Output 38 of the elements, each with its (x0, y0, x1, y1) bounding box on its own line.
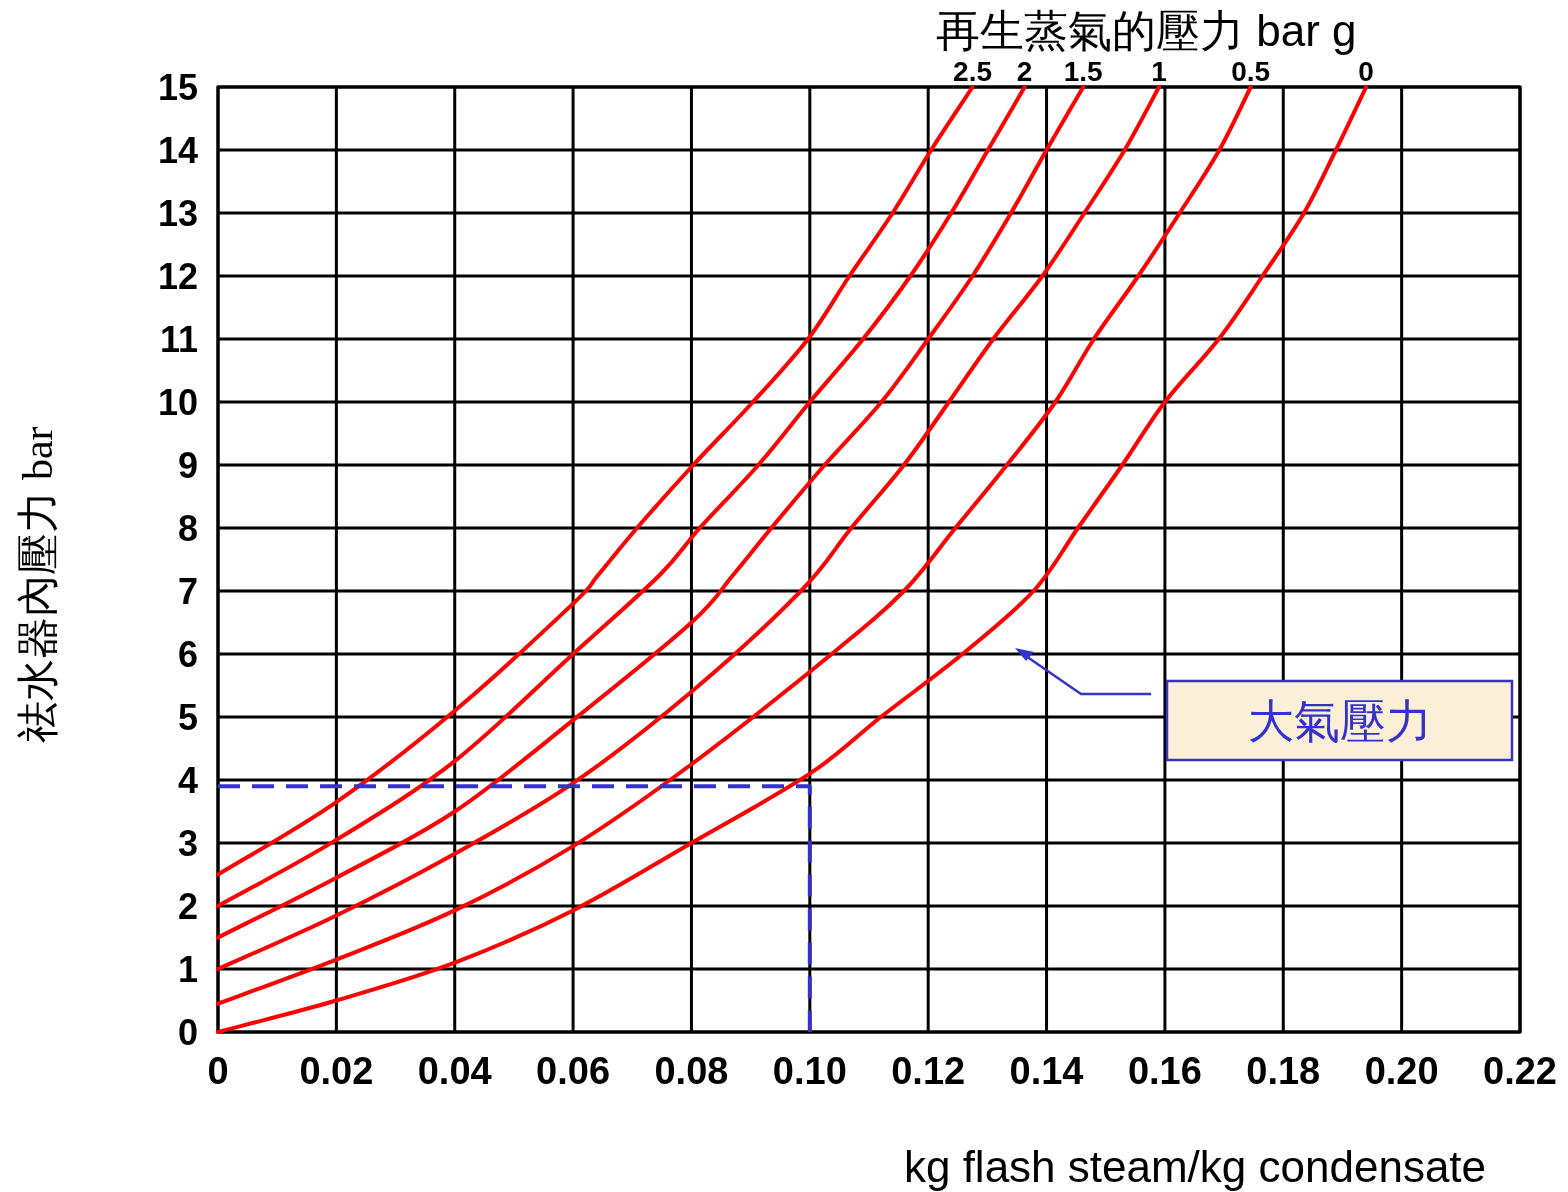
x-tick-label: 0.16 (1127, 1050, 1202, 1092)
y-tick-label: 3 (177, 823, 198, 864)
y-tick-label: 2 (177, 886, 198, 927)
y-tick-label: 4 (177, 760, 198, 801)
x-tick-label: 0.08 (654, 1050, 729, 1092)
x-axis-title: kg flash steam/kg condensate (903, 1142, 1487, 1191)
x-tick-label: 0.06 (536, 1050, 611, 1092)
y-tick-label: 13 (157, 193, 198, 234)
x-tick-label: 0.04 (417, 1050, 492, 1092)
y-tick-label: 1 (177, 949, 198, 990)
y-tick-label: 5 (177, 697, 198, 738)
series-label: 2.5 (953, 56, 993, 87)
x-tick-label: 0.20 (1364, 1050, 1439, 1092)
x-tick-label: 0 (207, 1050, 229, 1092)
x-tick-label: 0.02 (299, 1050, 374, 1092)
series-label: 1.5 (1063, 56, 1103, 87)
series-label: 0 (1358, 56, 1374, 87)
y-tick-label: 7 (177, 571, 198, 612)
x-tick-label: 0.14 (1009, 1050, 1084, 1092)
legend-title: 再生蒸氣的壓力 bar g (936, 6, 1357, 55)
series-label: 1 (1151, 56, 1167, 87)
x-tick-label: 0.18 (1246, 1050, 1321, 1092)
y-tick-label: 9 (177, 445, 198, 486)
y-tick-label: 10 (157, 382, 198, 423)
y-tick-label: 8 (177, 508, 198, 549)
x-tick-label: 0.10 (772, 1050, 847, 1092)
x-tick-label: 0.12 (891, 1050, 966, 1092)
series-label: 2 (1016, 56, 1033, 87)
y-tick-label: 15 (157, 67, 198, 108)
y-tick-label: 14 (157, 130, 198, 171)
series-label: 0.5 (1231, 56, 1271, 87)
y-tick-label: 0 (177, 1012, 198, 1053)
y-tick-label: 12 (157, 256, 198, 297)
annotation: 大氣壓力 (1247, 695, 1432, 747)
x-tick-label: 0.22 (1483, 1050, 1557, 1092)
y-tick-label: 11 (159, 319, 198, 360)
y-axis-title: 祛水器內壓力 bar (15, 426, 61, 743)
y-tick-label: 6 (177, 634, 198, 675)
